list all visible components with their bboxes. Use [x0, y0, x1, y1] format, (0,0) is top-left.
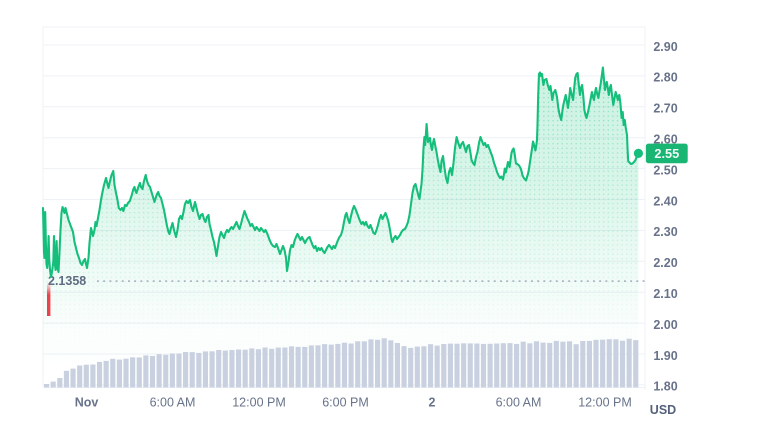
- svg-text:6:00 AM: 6:00 AM: [150, 396, 196, 410]
- svg-text:2.90: 2.90: [653, 40, 677, 54]
- svg-text:2.00: 2.00: [653, 318, 677, 332]
- svg-text:2.70: 2.70: [653, 102, 677, 116]
- svg-text:2: 2: [429, 396, 436, 410]
- svg-text:2.20: 2.20: [653, 256, 677, 270]
- svg-text:2.55: 2.55: [654, 146, 679, 161]
- svg-text:2.80: 2.80: [653, 71, 677, 85]
- svg-text:1.80: 1.80: [653, 380, 677, 394]
- svg-text:12:00 PM: 12:00 PM: [578, 396, 632, 410]
- svg-text:2.30: 2.30: [653, 225, 677, 239]
- svg-text:1.90: 1.90: [653, 349, 677, 363]
- svg-text:2.60: 2.60: [653, 133, 677, 147]
- svg-text:2.1358: 2.1358: [48, 274, 86, 288]
- svg-text:Nov: Nov: [75, 396, 99, 410]
- svg-text:12:00 PM: 12:00 PM: [232, 396, 286, 410]
- svg-text:2.50: 2.50: [653, 163, 677, 177]
- svg-text:6:00 AM: 6:00 AM: [496, 396, 542, 410]
- svg-text:2.10: 2.10: [653, 287, 677, 301]
- svg-text:USD: USD: [650, 403, 676, 417]
- svg-text:6:00 PM: 6:00 PM: [322, 396, 369, 410]
- svg-text:2.40: 2.40: [653, 194, 677, 208]
